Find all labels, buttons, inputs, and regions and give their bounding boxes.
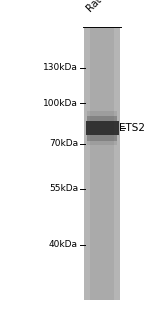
Bar — [85, 121, 118, 135]
Text: ETS2: ETS2 — [119, 123, 145, 133]
Text: Rat lung: Rat lung — [85, 0, 121, 14]
Bar — [87, 116, 117, 121]
Bar — [84, 28, 120, 300]
Bar — [84, 28, 90, 300]
Text: 40kDa: 40kDa — [49, 240, 78, 249]
Bar — [114, 28, 120, 300]
Text: 55kDa: 55kDa — [49, 184, 78, 193]
Text: 100kDa: 100kDa — [43, 99, 78, 108]
Text: 70kDa: 70kDa — [49, 139, 78, 148]
Bar — [87, 111, 117, 121]
Bar — [87, 135, 117, 145]
Text: 130kDa: 130kDa — [43, 63, 78, 72]
Bar — [87, 135, 117, 141]
